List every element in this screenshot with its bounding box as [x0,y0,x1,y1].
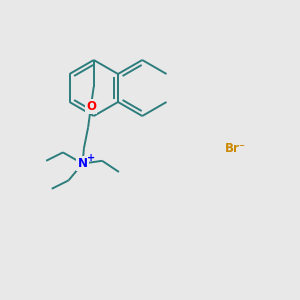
Text: Br⁻: Br⁻ [224,142,246,154]
Text: +: + [88,153,96,163]
Text: N: N [78,157,88,170]
Text: O: O [86,100,96,113]
